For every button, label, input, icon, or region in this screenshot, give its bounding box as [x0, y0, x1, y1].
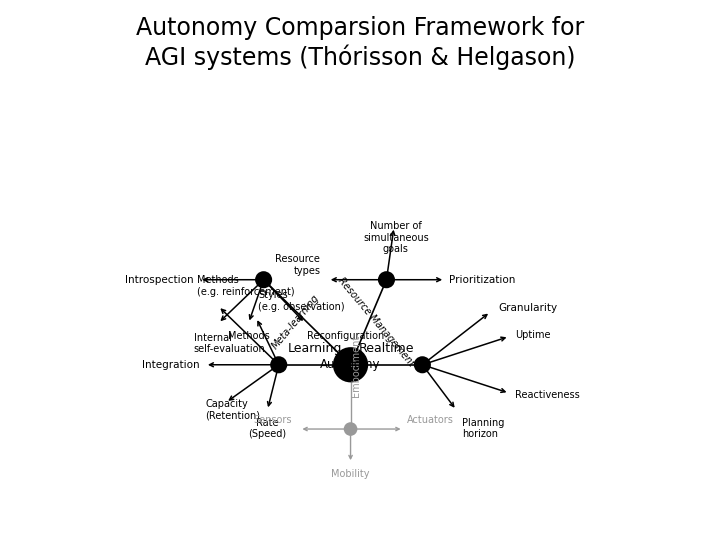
Circle shape	[415, 357, 430, 373]
Text: Prioritization: Prioritization	[449, 275, 516, 285]
Circle shape	[271, 357, 287, 373]
Text: Reactiveness: Reactiveness	[515, 390, 580, 400]
Text: Introspection: Introspection	[125, 275, 194, 285]
Text: Embodiment: Embodiment	[351, 335, 361, 397]
Text: Methods
(e.g. reinforcement): Methods (e.g. reinforcement)	[197, 275, 295, 297]
Text: Planning
horizon: Planning horizon	[462, 418, 505, 440]
Text: Capacity
(Retention): Capacity (Retention)	[205, 399, 260, 421]
Text: Resource
types: Resource types	[276, 254, 320, 276]
Text: Uptime: Uptime	[515, 329, 551, 340]
Text: Styles
(e.g. observation): Styles (e.g. observation)	[258, 291, 345, 312]
Text: Rate
(Speed): Rate (Speed)	[248, 418, 287, 440]
Text: Integration: Integration	[142, 360, 199, 370]
Text: Meta-learning: Meta-learning	[270, 293, 321, 352]
Text: Reconfiguration: Reconfiguration	[307, 330, 384, 341]
Circle shape	[379, 272, 394, 287]
Text: Learning: Learning	[287, 342, 342, 355]
Text: Autonomy: Autonomy	[320, 358, 381, 372]
Text: Number of
simultaneous
goals: Number of simultaneous goals	[363, 221, 429, 254]
Text: Autonomy Comparsion Framework for
AGI systems (Thórisson & Helgason): Autonomy Comparsion Framework for AGI sy…	[136, 16, 584, 70]
Circle shape	[335, 349, 366, 381]
Text: Resource Management: Resource Management	[336, 276, 416, 369]
Text: Realtime: Realtime	[359, 342, 414, 355]
Text: Internal
self-evaluation: Internal self-evaluation	[194, 333, 266, 354]
Text: Granularity: Granularity	[498, 303, 557, 313]
Circle shape	[256, 272, 271, 287]
Text: Mobility: Mobility	[331, 469, 370, 479]
Text: Sensors: Sensors	[253, 415, 292, 426]
Circle shape	[344, 423, 356, 435]
Text: Methods: Methods	[228, 330, 269, 341]
Text: Actuators: Actuators	[408, 415, 454, 426]
